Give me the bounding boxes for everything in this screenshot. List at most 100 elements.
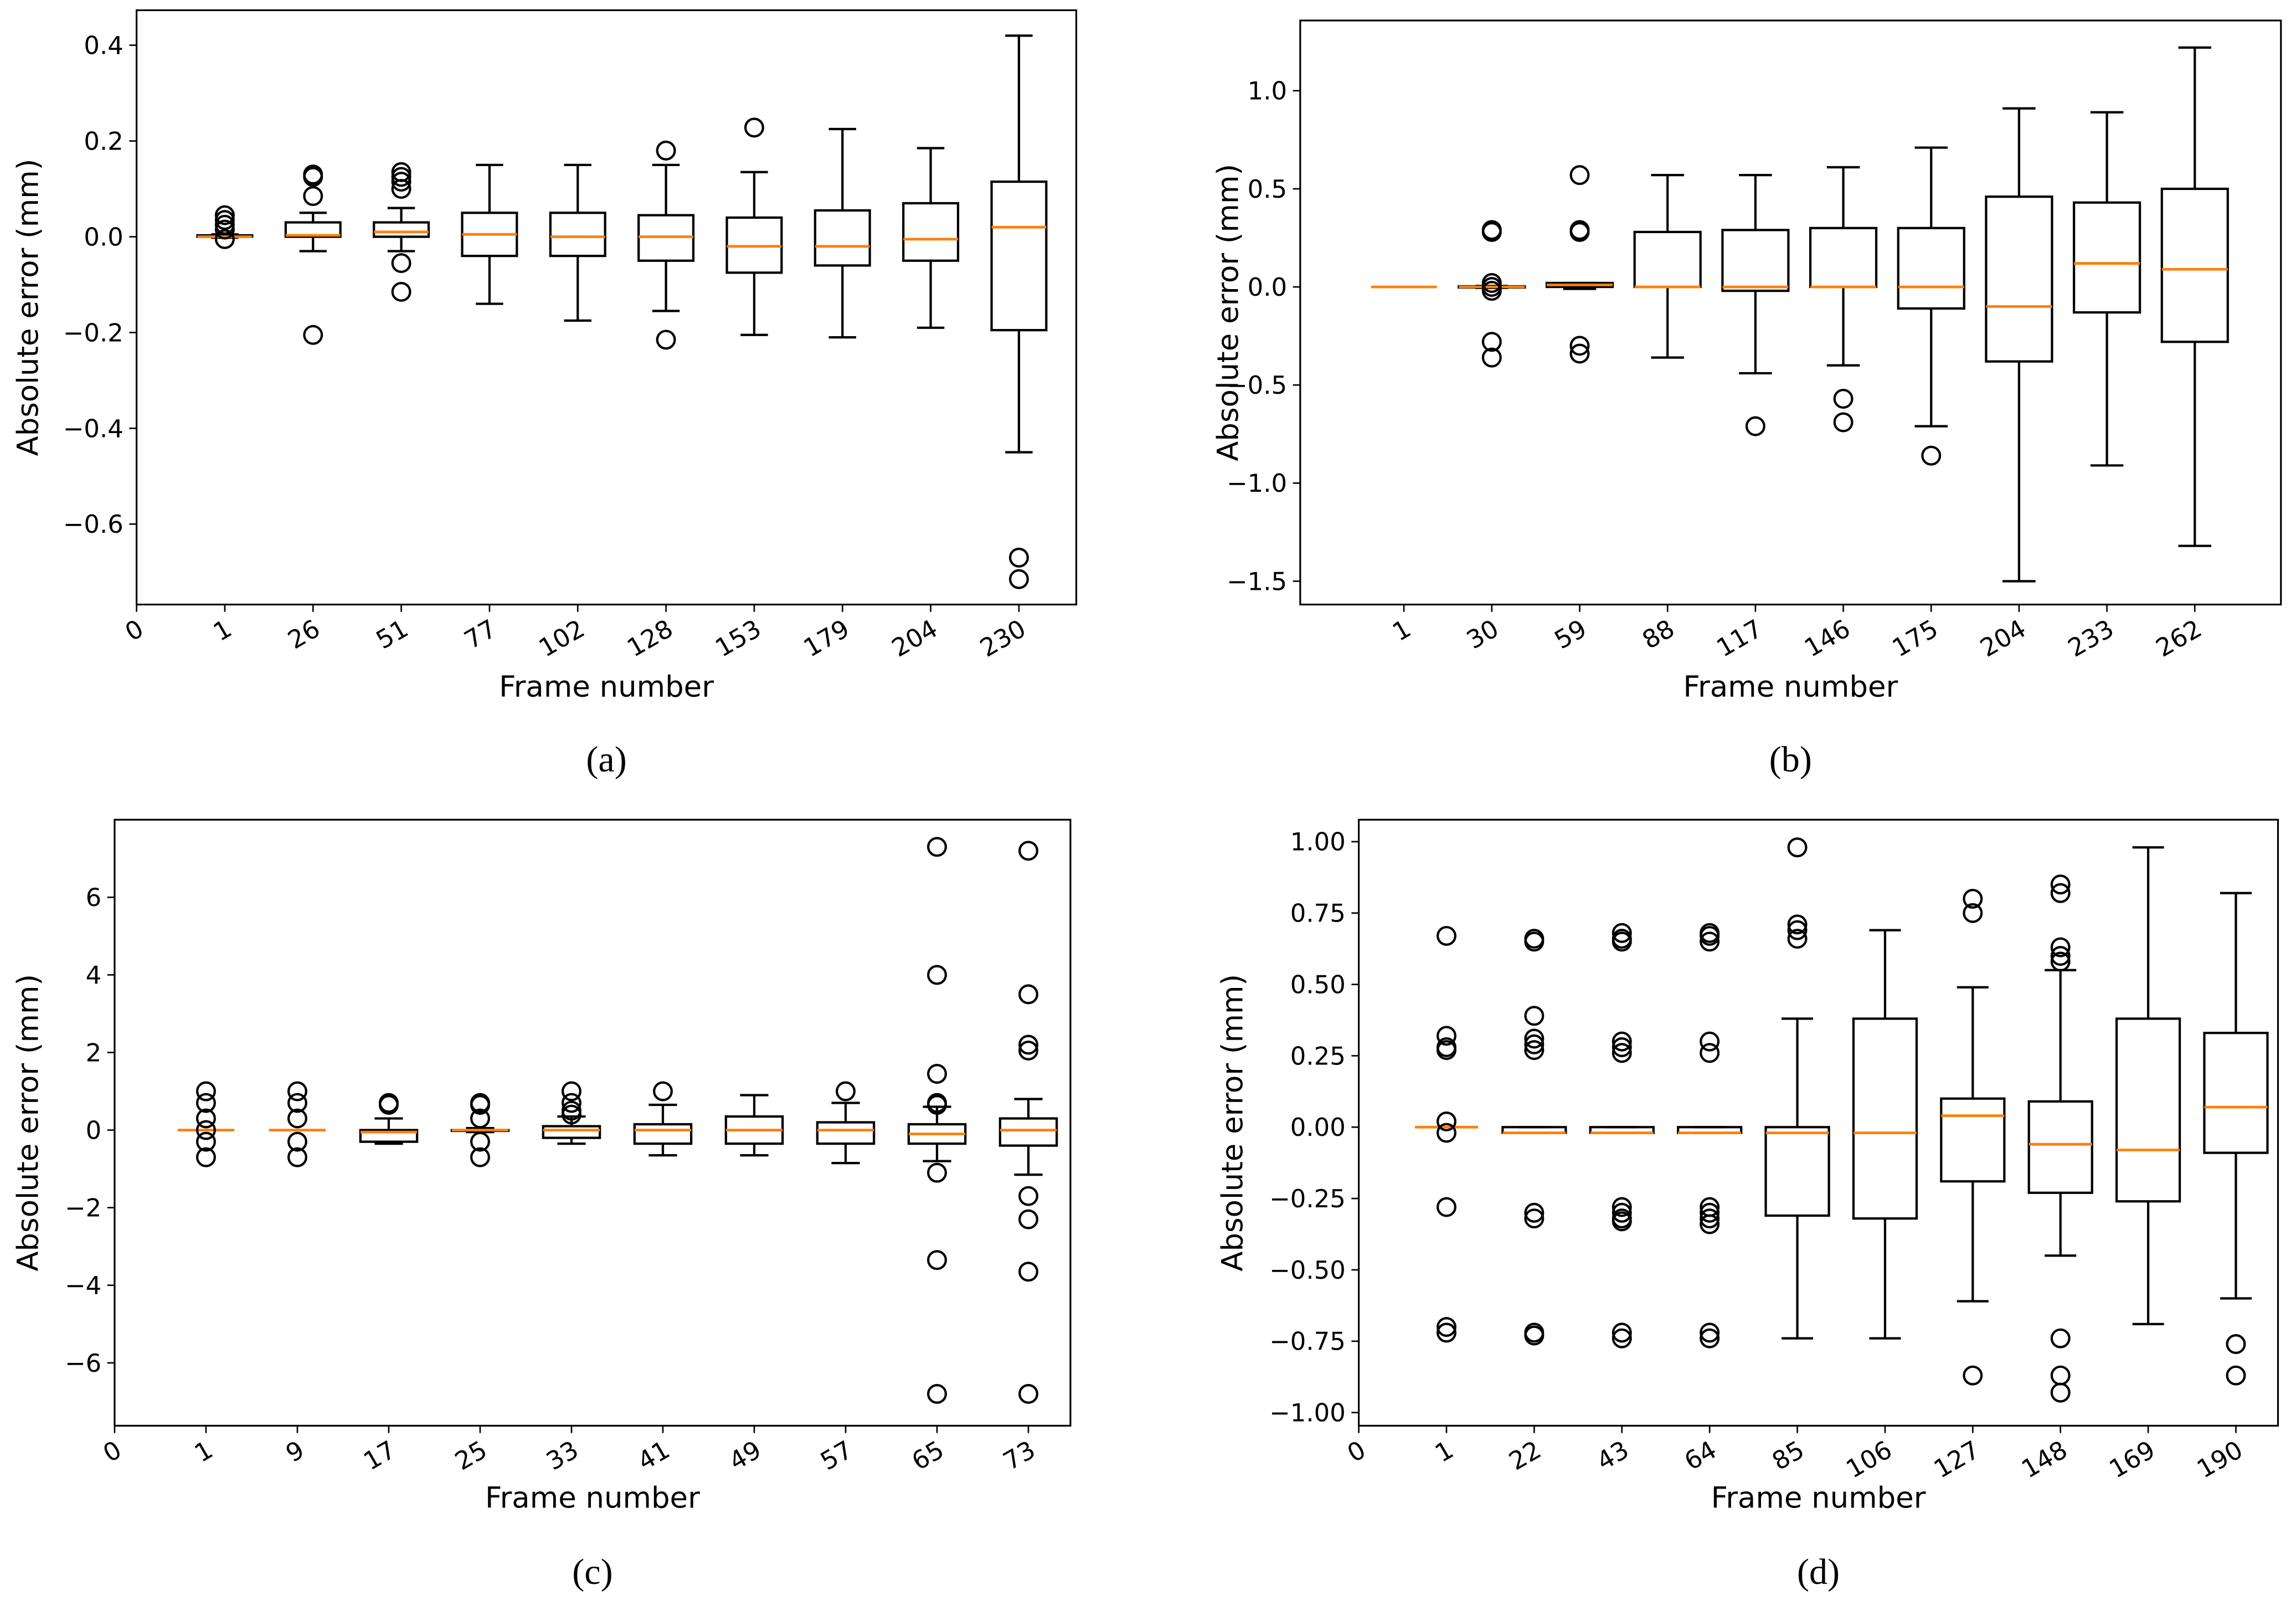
x-tick-label: 41 xyxy=(632,1435,675,1476)
x-tick-label: 262 xyxy=(2151,614,2207,663)
outlier xyxy=(2050,951,2071,972)
y-tick-label: −0.75 xyxy=(1269,1327,1346,1356)
box xyxy=(284,221,342,238)
x-tick-label: 0 xyxy=(120,614,148,647)
y-tick-label: −1.0 xyxy=(1227,469,1287,498)
box xyxy=(359,1129,419,1143)
outlier xyxy=(214,214,235,235)
outlier xyxy=(287,1093,307,1113)
outlier xyxy=(1008,569,1029,589)
outlier xyxy=(1569,222,1590,242)
outlier xyxy=(1700,1043,1720,1063)
outlier xyxy=(214,205,235,225)
outlier xyxy=(1745,416,1765,436)
outlier xyxy=(1700,1322,1720,1343)
x-tick-label: 59 xyxy=(1549,614,1592,655)
outlier xyxy=(1833,412,1854,433)
outlier xyxy=(1700,1208,1720,1229)
x-tick-label: 65 xyxy=(907,1435,949,1476)
outlier xyxy=(303,325,323,345)
x-tick-label: 1 xyxy=(189,1435,218,1468)
outlier xyxy=(1787,929,1808,949)
box xyxy=(1897,227,1965,310)
plot-frame xyxy=(1299,19,2282,606)
y-tick-label: −0.50 xyxy=(1269,1255,1346,1285)
caption: (d) xyxy=(1797,1552,1840,1592)
y-tick-label: −6 xyxy=(65,1349,101,1378)
outlier xyxy=(1612,1211,1632,1232)
panel: 6 4 2 0 −2 −4 −6 0 1 9 17 25 33 41 49 57 65 73 Frame numbe… xyxy=(11,819,1072,1592)
box xyxy=(998,1117,1058,1147)
outlier xyxy=(1700,1031,1720,1052)
box xyxy=(816,1121,876,1145)
outlier xyxy=(1437,1322,1456,1343)
outlier xyxy=(2050,874,2071,895)
outlier xyxy=(1524,1040,1545,1061)
outlier xyxy=(391,253,411,274)
outlier xyxy=(1437,1040,1456,1061)
outlier xyxy=(1018,1186,1038,1206)
x-tick-label: 22 xyxy=(1504,1435,1546,1476)
x-axis-label: Frame number xyxy=(1683,670,1898,704)
x-tick-label: 1 xyxy=(1430,1435,1458,1468)
outlier xyxy=(562,1104,581,1125)
outlier xyxy=(1524,1325,1545,1346)
box xyxy=(542,1125,601,1139)
x-tick-label: 85 xyxy=(1767,1435,1809,1476)
x-tick-label: 204 xyxy=(887,614,943,663)
outlier xyxy=(1018,1262,1038,1282)
x-tick-label: 1 xyxy=(208,614,236,647)
panel: 0.4 0.2 0.0 −0.2 −0.4 −0.6 0 1 26 51 77 102 128 153 17… xyxy=(11,9,1078,780)
outlier xyxy=(2050,1382,2071,1403)
y-tick-label: −4 xyxy=(65,1271,101,1300)
outlier xyxy=(744,117,764,138)
y-tick-label: −1.5 xyxy=(1227,567,1287,596)
outlier xyxy=(1921,445,1942,466)
box xyxy=(2160,187,2229,343)
outlier xyxy=(1700,1328,1720,1349)
x-tick-label: 233 xyxy=(2063,614,2119,663)
outlier xyxy=(1612,1202,1632,1223)
outlier xyxy=(391,179,411,199)
outlier xyxy=(303,186,323,206)
x-tick-label: 179 xyxy=(799,614,854,663)
caption: (b) xyxy=(1769,739,1812,780)
x-tick-label: 33 xyxy=(541,1435,583,1476)
outlier xyxy=(562,1081,581,1102)
outlier xyxy=(470,1095,490,1115)
outlier xyxy=(927,1162,947,1183)
outlier xyxy=(195,1093,216,1113)
x-axis-label: Frame number xyxy=(499,670,714,704)
y-tick-label: 0.25 xyxy=(1290,1041,1346,1071)
outlier xyxy=(214,229,235,249)
outlier xyxy=(1700,931,1720,952)
x-tick-label: 230 xyxy=(975,614,1031,663)
x-tick-label: 153 xyxy=(711,614,766,663)
y-tick-label: 0 xyxy=(86,1115,102,1145)
outlier xyxy=(1612,1322,1632,1343)
x-tick-label: 25 xyxy=(450,1435,492,1476)
outlier xyxy=(1569,165,1590,186)
outlier xyxy=(1018,841,1038,861)
panel: 1.00 0.75 0.50 0.25 0.00 −0.25 −0.50 −0.75 −1.00… xyxy=(1216,819,2279,1592)
box xyxy=(990,180,1048,332)
outlier xyxy=(1524,1208,1545,1229)
outlier xyxy=(927,1095,947,1115)
x-tick-label: 57 xyxy=(815,1435,857,1476)
outlier xyxy=(1963,903,1983,923)
panel: 1.0 0.5 0.0 −0.5 −1.0 −1.5 1 30 59 88 117 146 175 204… xyxy=(1212,19,2282,780)
box xyxy=(1985,195,2053,363)
outlier xyxy=(287,1147,307,1167)
y-tick-label: 4 xyxy=(86,960,102,990)
outlier xyxy=(927,1383,947,1404)
outlier xyxy=(2050,1365,2071,1386)
outlier xyxy=(303,167,323,187)
outlier xyxy=(1524,1202,1545,1223)
x-axis-label: Frame number xyxy=(1711,1481,1926,1515)
outlier xyxy=(1524,1028,1545,1049)
outlier xyxy=(195,1108,216,1129)
y-tick-label: −0.6 xyxy=(63,509,123,539)
y-tick-label: 0.2 xyxy=(84,126,123,156)
x-tick-label: 0 xyxy=(1342,1435,1371,1468)
